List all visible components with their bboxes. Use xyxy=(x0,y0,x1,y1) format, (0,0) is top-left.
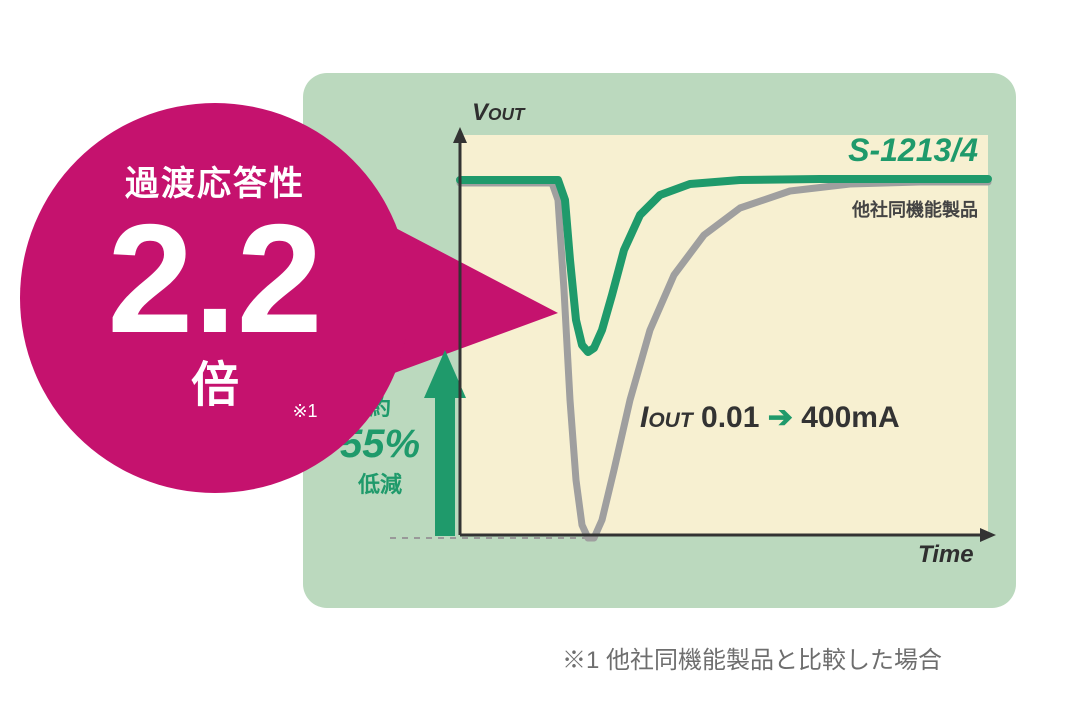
footnote: ※1 他社同機能製品と比較した場合 xyxy=(562,640,942,675)
series-label-competitor: 他社同機能製品 xyxy=(852,196,978,222)
callout-bubble: 過渡応答性 2.2 倍 ※1 xyxy=(20,103,410,493)
iout-step-label: IOUT 0.01 ➔ 400mA xyxy=(640,400,900,435)
bubble-suffix: 倍 xyxy=(191,345,239,415)
bubble-value: 2.2 xyxy=(107,205,322,352)
series-label-product: S-1213/4 xyxy=(848,132,978,169)
x-axis-label: Time xyxy=(918,541,974,569)
arrow-right-icon: ➔ xyxy=(768,401,793,434)
bubble-footnote-ref: ※1 xyxy=(292,401,317,422)
y-axis-label: VOUT VOUT xyxy=(472,99,524,127)
